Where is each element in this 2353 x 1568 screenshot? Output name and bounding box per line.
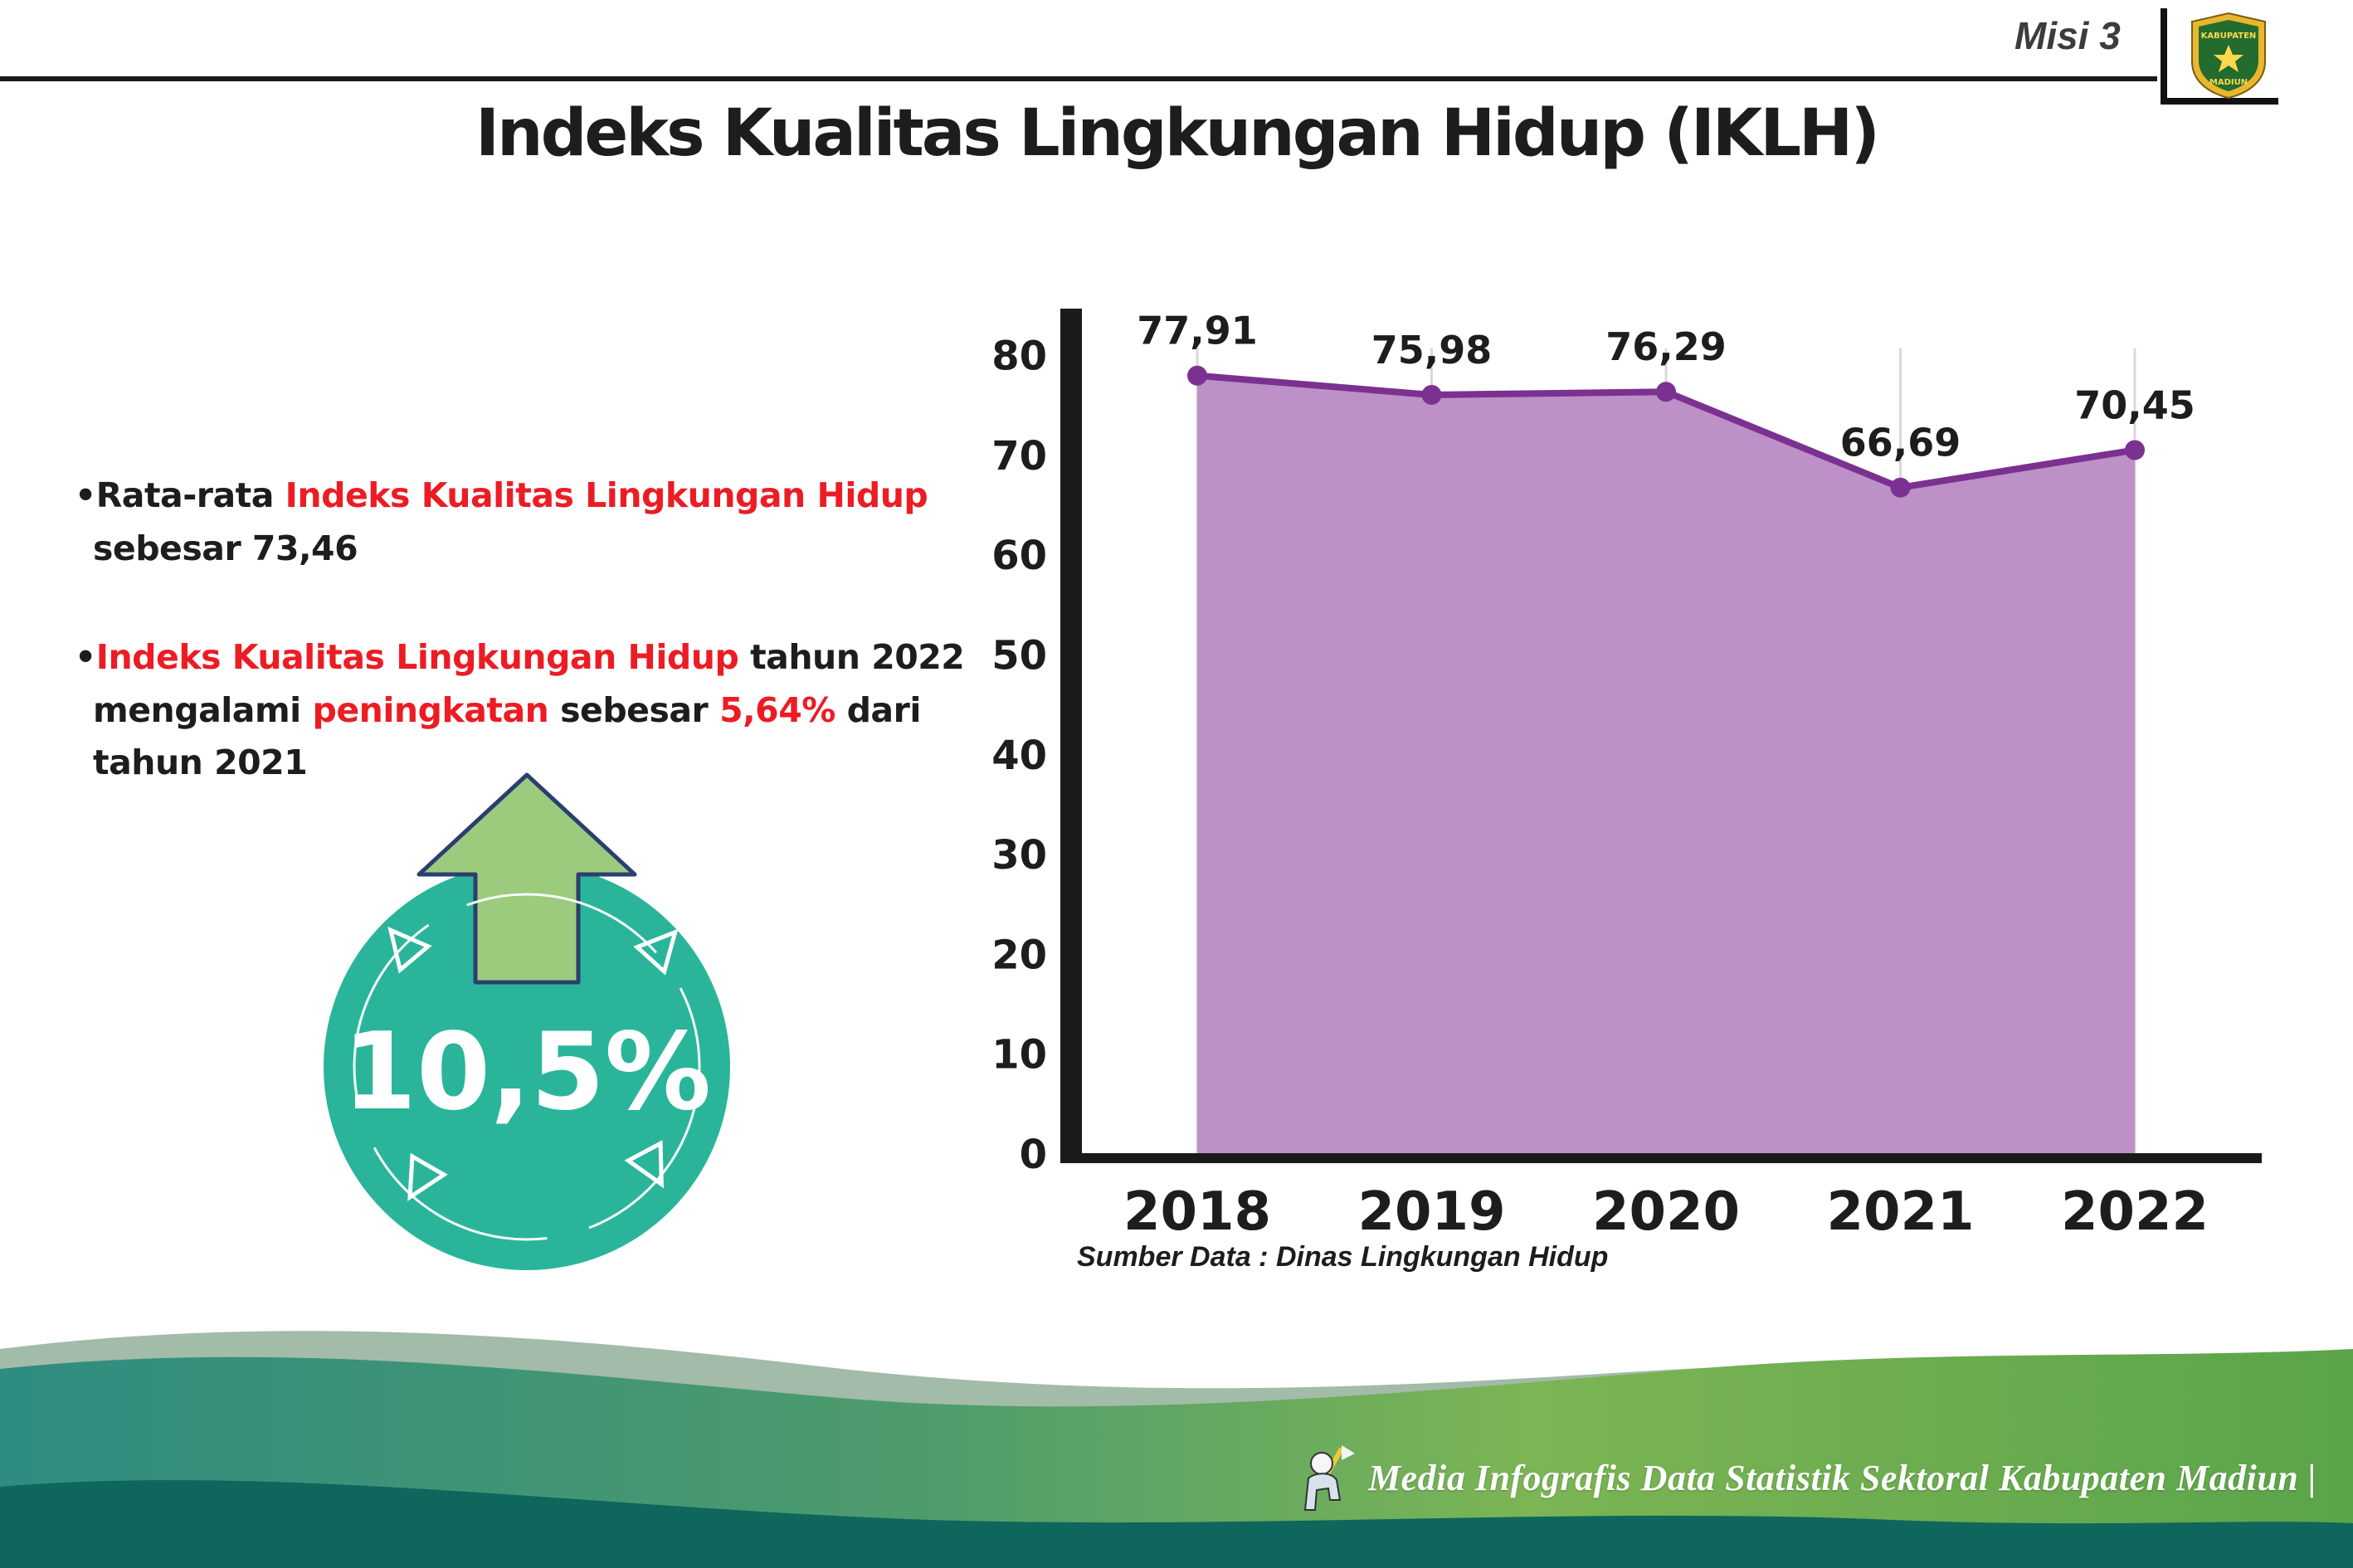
- value-label: 77,91: [1137, 309, 1258, 353]
- y-tick-label: 70: [991, 433, 1047, 480]
- bullet-text: sebesar 73,46: [93, 528, 358, 568]
- bullet-text-highlight: Indeks Kualitas Lingkungan Hidup: [285, 475, 928, 515]
- badge-inner-ring: [353, 893, 701, 1241]
- value-label: 76,29: [1605, 324, 1727, 369]
- area-fill: [1197, 375, 2135, 1154]
- y-tick-label: 80: [991, 334, 1047, 380]
- value-label: 75,98: [1371, 328, 1493, 373]
- bullet-marker: •: [75, 475, 96, 515]
- value-label: 70,45: [2074, 382, 2195, 427]
- x-tick-label: 2021: [1826, 1181, 1974, 1243]
- data-point: [1421, 384, 1442, 405]
- y-tick-label: 0: [1020, 1132, 1047, 1178]
- bullet-text-highlight: 5,64%: [719, 689, 835, 730]
- chart-canvas: 77,91 2018 75,98 2019 76,29 2020 66,69 2021 70,4…: [991, 309, 2262, 1243]
- bullet-text: Rata-rata: [95, 475, 285, 515]
- logo-text-top: KABUPATEN: [2201, 32, 2257, 41]
- bullet-item-average: •Rata-rata Indeks Kualitas Lingkungan Hi…: [75, 470, 1012, 575]
- decorative-triangle: [387, 926, 432, 974]
- bullet-marker: •: [75, 637, 96, 678]
- y-tick-label: 60: [991, 533, 1047, 579]
- bullet-text-highlight: peningkatan: [312, 689, 549, 730]
- bullet-text: tahun 2021: [93, 743, 308, 783]
- misi-label: Misi 3: [2014, 14, 2121, 57]
- increase-badge-graphic: 10,5%: [324, 772, 730, 1270]
- footer-credit: Media Infografis Data Statistik Sektoral…: [1293, 1442, 2316, 1513]
- data-source-label: Sumber Data : Dinas Lingkungan Hidup: [1077, 1241, 1609, 1273]
- data-point: [2125, 440, 2145, 460]
- page-title: Indeks Kualitas Lingkungan Hidup (IKLH): [475, 96, 1880, 171]
- y-tick-label: 20: [991, 932, 1047, 978]
- bullet-text: tahun 2022: [738, 637, 965, 678]
- bullet-item-increase: •Indeks Kualitas Lingkungan Hidup tahun …: [75, 631, 1012, 790]
- iklh-area-chart: 77,91 2018 75,98 2019 76,29 2020 66,69 2021 70,4…: [954, 299, 2315, 1319]
- y-axis-bar: [1060, 309, 1082, 1163]
- decorative-triangle: [407, 1152, 448, 1201]
- bullet-text: mengalami: [93, 689, 313, 730]
- decorative-triangle: [633, 928, 679, 976]
- value-label: 66,69: [1840, 421, 1961, 465]
- y-tick-label: 10: [991, 1032, 1047, 1079]
- data-point: [1656, 382, 1676, 402]
- footer-wave-dark: [0, 1480, 2353, 1568]
- footer-wave-graphic: [0, 1331, 2353, 1568]
- badge-value: 10,5%: [343, 1010, 711, 1134]
- kabupaten-madiun-logo: KABUPATEN MADIUN: [2161, 8, 2278, 105]
- logo-text-bottom: MADIUN: [2209, 78, 2248, 87]
- x-tick-label: 2019: [1357, 1181, 1505, 1243]
- increase-badge: 10,5%: [319, 770, 751, 1294]
- y-tick-label: 40: [991, 733, 1047, 779]
- bullet-text: sebesar: [548, 689, 720, 730]
- x-tick-label: 2022: [2061, 1181, 2209, 1243]
- data-point: [1187, 365, 1207, 386]
- bullet-list: •Rata-rata Indeks Kualitas Lingkungan Hi…: [75, 470, 1012, 846]
- y-tick-label: 30: [991, 832, 1047, 879]
- mascot-icon: [1303, 1445, 1355, 1511]
- badge-circle: [324, 864, 730, 1270]
- footer-credit-text: Media Infografis Data Statistik Sektoral…: [1367, 1457, 2316, 1498]
- header-rule: [0, 76, 2157, 81]
- decorative-triangle: [624, 1140, 664, 1189]
- bullet-text: dari: [835, 689, 922, 730]
- shield-icon: KABUPATEN MADIUN: [2191, 12, 2266, 100]
- up-arrow-icon: [417, 772, 637, 985]
- x-tick-label: 2020: [1592, 1181, 1740, 1243]
- data-point: [1890, 477, 1911, 498]
- bullet-text-highlight: Indeks Kualitas Lingkungan Hidup: [95, 637, 739, 678]
- y-tick-label: 50: [991, 633, 1047, 679]
- x-tick-label: 2018: [1123, 1181, 1271, 1243]
- x-axis-line: [1060, 1153, 2262, 1163]
